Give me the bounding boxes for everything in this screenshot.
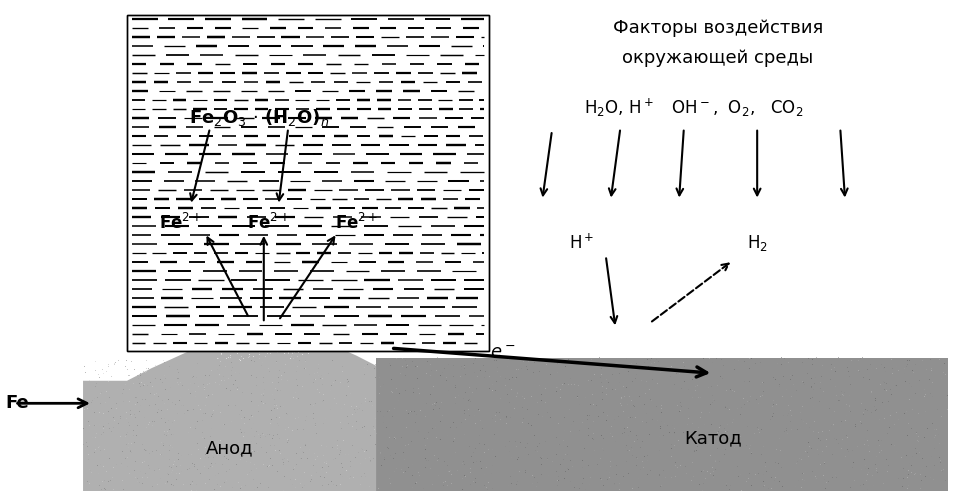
Text: Fe: Fe bbox=[5, 394, 28, 412]
Text: H$_2$O, H$^+$   OH$^-$,  O$_2$,   CO$_2$: H$_2$O, H$^+$ OH$^-$, O$_2$, CO$_2$ bbox=[584, 97, 803, 119]
Text: Fe$_2$O$_3$ $\cdot$ (H$_2$O)$_n$: Fe$_2$O$_3$ $\cdot$ (H$_2$O)$_n$ bbox=[189, 107, 329, 128]
Text: Fe$^{2+}$: Fe$^{2+}$ bbox=[159, 213, 202, 233]
Text: Факторы воздействия: Факторы воздействия bbox=[613, 19, 824, 37]
Text: Fe$^{2+}$: Fe$^{2+}$ bbox=[247, 213, 290, 233]
Polygon shape bbox=[83, 328, 376, 491]
Text: H$^+$: H$^+$ bbox=[569, 233, 594, 253]
Bar bbox=[127, 15, 488, 351]
Text: $e^-$: $e^-$ bbox=[490, 344, 516, 362]
Text: Катод: Катод bbox=[684, 429, 743, 447]
Text: Анод: Анод bbox=[206, 439, 253, 457]
Polygon shape bbox=[376, 358, 948, 491]
Text: H$_2$: H$_2$ bbox=[746, 233, 768, 253]
Text: окружающей среды: окружающей среды bbox=[622, 49, 814, 67]
Text: Fe$^{2+}$: Fe$^{2+}$ bbox=[335, 213, 378, 233]
Bar bbox=[127, 15, 488, 351]
